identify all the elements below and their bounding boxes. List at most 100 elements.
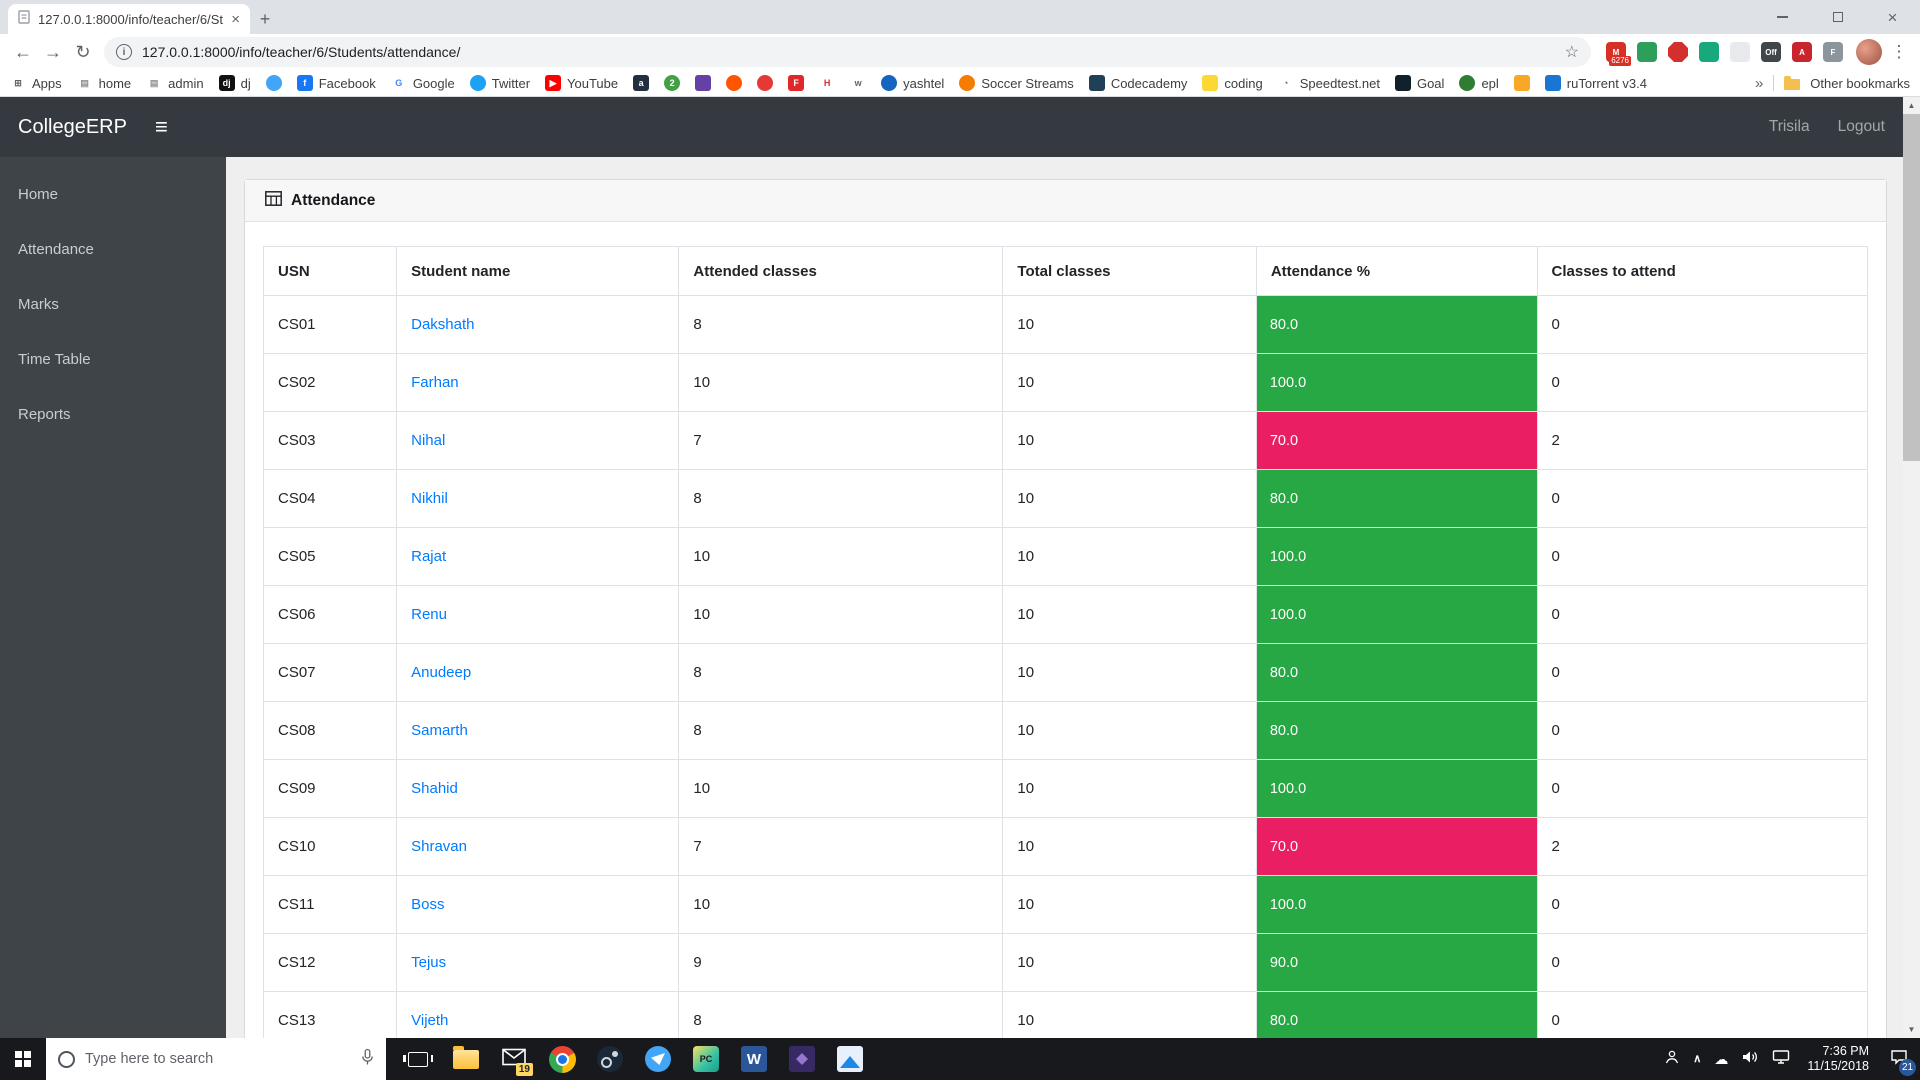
- other-bookmarks-label[interactable]: Other bookmarks: [1810, 76, 1910, 91]
- steam-button[interactable]: [586, 1038, 634, 1080]
- pycharm-button[interactable]: PC: [682, 1038, 730, 1080]
- bookmark-item[interactable]: Goal: [1395, 75, 1444, 91]
- bookmark-item[interactable]: F: [788, 75, 804, 91]
- bookmark-item[interactable]: [1514, 75, 1530, 91]
- bookmark-item[interactable]: yashtel: [881, 75, 944, 91]
- sidebar-item[interactable]: Marks: [0, 277, 226, 332]
- bookmark-item[interactable]: Codecademy: [1089, 75, 1188, 91]
- hamburger-icon[interactable]: ≡: [155, 116, 168, 138]
- forward-button[interactable]: →: [38, 37, 68, 67]
- taskbar-search-placeholder[interactable]: Type here to search: [85, 1051, 351, 1067]
- nav-user-link[interactable]: Trisila: [1769, 118, 1810, 136]
- people-icon[interactable]: [1664, 1049, 1680, 1070]
- bookmark-item[interactable]: coding: [1202, 75, 1262, 91]
- nav-logout-link[interactable]: Logout: [1838, 118, 1885, 136]
- volume-icon[interactable]: [1741, 1049, 1759, 1070]
- sidebar-item[interactable]: Home: [0, 167, 226, 222]
- file-explorer-button[interactable]: [442, 1038, 490, 1080]
- bookmark-item[interactable]: ▤ admin: [146, 75, 203, 91]
- bookmark-item[interactable]: Twitter: [470, 75, 530, 91]
- bookmark-item[interactable]: [266, 75, 282, 91]
- scrollbar-thumb[interactable]: [1903, 114, 1920, 461]
- bookmarks-overflow-icon[interactable]: »: [1755, 75, 1763, 92]
- chrome-button[interactable]: [538, 1038, 586, 1080]
- task-view-button[interactable]: [394, 1038, 442, 1080]
- student-link[interactable]: Shravan: [411, 838, 467, 855]
- bookmark-item[interactable]: [757, 75, 773, 91]
- student-link[interactable]: Samarth: [411, 722, 468, 739]
- sidebar-item[interactable]: Reports: [0, 387, 226, 442]
- word-button[interactable]: W: [730, 1038, 778, 1080]
- extension-icon[interactable]: A: [1791, 41, 1813, 63]
- browser-tab[interactable]: 127.0.0.1:8000/info/teacher/6/St ×: [8, 4, 250, 34]
- address-bar[interactable]: i 127.0.0.1:8000/info/teacher/6/Students…: [104, 37, 1591, 67]
- new-tab-button[interactable]: +: [250, 4, 280, 34]
- bookmark-item[interactable]: [695, 75, 711, 91]
- purple-app-button[interactable]: [778, 1038, 826, 1080]
- taskbar-clock[interactable]: 7:36 PM 11/15/2018: [1807, 1044, 1869, 1074]
- bookmark-item[interactable]: ruTorrent v3.4: [1545, 75, 1647, 91]
- bookmark-item[interactable]: H: [819, 75, 835, 91]
- microphone-icon[interactable]: [361, 1048, 374, 1071]
- tab-close-icon[interactable]: ×: [231, 12, 240, 27]
- site-info-icon[interactable]: i: [116, 44, 132, 60]
- action-center-button[interactable]: 21: [1886, 1044, 1912, 1074]
- cortana-icon[interactable]: [58, 1051, 75, 1068]
- minimize-icon: [1777, 16, 1788, 18]
- bookmark-item[interactable]: epl: [1459, 75, 1498, 91]
- extension-icon[interactable]: F: [1822, 41, 1844, 63]
- student-link[interactable]: Rajat: [411, 548, 446, 565]
- bookmark-item[interactable]: ◔ Speedtest.net: [1278, 75, 1380, 91]
- student-link[interactable]: Nihal: [411, 432, 445, 449]
- bookmark-item[interactable]: 2: [664, 75, 680, 91]
- bookmark-item[interactable]: dj dj: [219, 75, 251, 91]
- app-brand[interactable]: CollegeERP: [18, 116, 127, 139]
- hidden-icons-chevron[interactable]: ∧: [1693, 1054, 1701, 1065]
- taskbar-search[interactable]: Type here to search: [46, 1038, 386, 1080]
- back-button[interactable]: ←: [8, 37, 38, 67]
- browser-menu-icon[interactable]: ⋮: [1886, 37, 1912, 67]
- close-button[interactable]: ×: [1865, 0, 1920, 34]
- sidebar-item[interactable]: Time Table: [0, 332, 226, 387]
- extension-icon[interactable]: [1729, 41, 1751, 63]
- student-link[interactable]: Renu: [411, 606, 447, 623]
- student-link[interactable]: Boss: [411, 896, 444, 913]
- bookmark-item[interactable]: G Google: [391, 75, 455, 91]
- mail-button[interactable]: 19: [490, 1038, 538, 1080]
- minimize-button[interactable]: [1755, 0, 1810, 34]
- bookmark-item[interactable]: ▶ YouTube: [545, 75, 618, 91]
- extension-icon[interactable]: M 6276: [1605, 41, 1627, 63]
- photos-button[interactable]: [826, 1038, 874, 1080]
- bookmark-item[interactable]: [726, 75, 742, 91]
- maximize-button[interactable]: [1810, 0, 1865, 34]
- sidebar-item[interactable]: Attendance: [0, 222, 226, 277]
- reload-button[interactable]: ↻: [68, 37, 98, 67]
- network-icon[interactable]: [1772, 1049, 1790, 1070]
- student-link[interactable]: Nikhil: [411, 490, 448, 507]
- student-link[interactable]: Anudeep: [411, 664, 471, 681]
- extension-icon[interactable]: [1667, 41, 1689, 63]
- extension-icon[interactable]: [1698, 41, 1720, 63]
- bookmark-star-icon[interactable]: ☆: [1565, 42, 1579, 62]
- thunderbird-button[interactable]: [634, 1038, 682, 1080]
- start-button[interactable]: [0, 1038, 46, 1080]
- page-scrollbar[interactable]: ▲ ▼: [1903, 97, 1920, 1038]
- extension-icon[interactable]: [1636, 41, 1658, 63]
- student-link[interactable]: Tejus: [411, 954, 446, 971]
- scroll-down-arrow[interactable]: ▼: [1903, 1021, 1920, 1038]
- scroll-up-arrow[interactable]: ▲: [1903, 97, 1920, 114]
- bookmark-item[interactable]: a: [633, 75, 649, 91]
- bookmark-item[interactable]: w: [850, 75, 866, 91]
- bookmark-item[interactable]: ▤ home: [77, 75, 132, 91]
- student-link[interactable]: Vijeth: [411, 1012, 448, 1029]
- bookmark-item[interactable]: Soccer Streams: [959, 75, 1073, 91]
- url-text[interactable]: 127.0.0.1:8000/info/teacher/6/Students/a…: [142, 44, 1555, 60]
- student-link[interactable]: Shahid: [411, 780, 458, 797]
- bookmark-item[interactable]: ⊞ Apps: [10, 75, 62, 91]
- profile-avatar[interactable]: [1856, 39, 1882, 65]
- bookmark-item[interactable]: f Facebook: [297, 75, 376, 91]
- onedrive-cloud-icon[interactable]: ☁: [1714, 1052, 1728, 1066]
- student-link[interactable]: Dakshath: [411, 316, 474, 333]
- student-link[interactable]: Farhan: [411, 374, 459, 391]
- extension-icon[interactable]: Off: [1760, 41, 1782, 63]
